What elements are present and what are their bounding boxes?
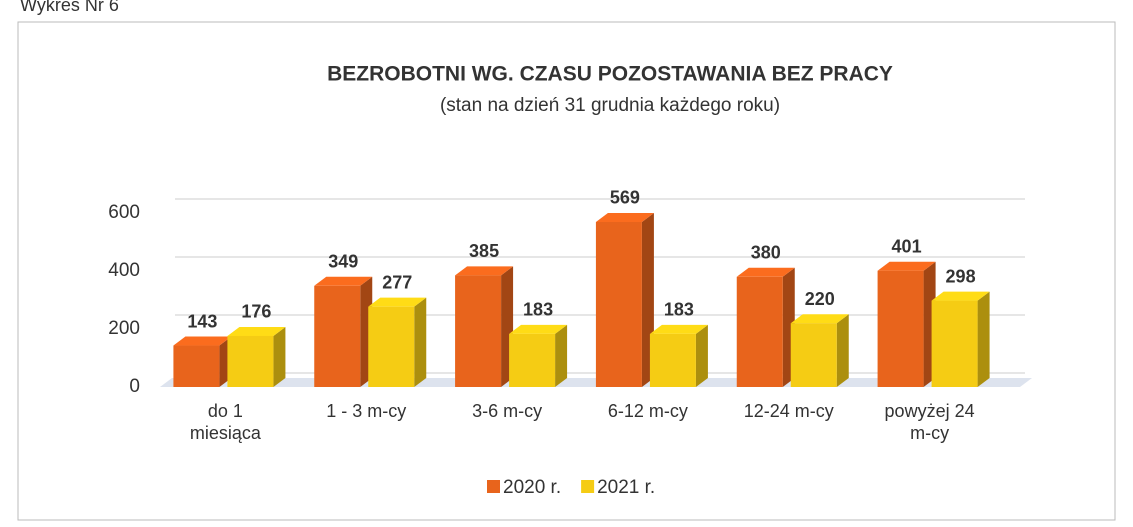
bar-side [977,291,990,387]
bar [173,336,232,387]
legend-swatch [581,480,595,493]
value-label: 380 [751,243,781,263]
bar-front [368,306,415,387]
x-tick-label: do 1 miesiąca [189,401,261,443]
legend-label: 2021 r. [597,477,655,498]
bar [877,261,936,387]
bar [736,267,795,387]
bar-side [414,297,427,387]
bar [314,276,373,387]
bar-top [790,314,849,324]
x-tick-label: 1 - 3 m-cy [326,401,407,421]
chart-title: BEZROBOTNI WG. CZASU POZOSTAWANIA BEZ PR… [327,63,893,86]
bar [368,297,427,387]
value-label: 569 [610,188,640,208]
chart-frame [17,21,1116,521]
bar-front [649,333,696,387]
bar-front [314,285,361,387]
x-tick-label: 6-12 m-cy [607,401,688,421]
bar-front [227,335,274,387]
bar [595,212,654,387]
value-label: 385 [469,241,499,261]
bar-top [509,324,568,334]
bar [931,291,990,387]
value-label: 298 [946,266,976,286]
bar-front [790,323,837,387]
bar [790,314,849,387]
bar-side [836,314,849,387]
bar-top [227,326,286,336]
x-tick-label: 12-24 m-cy [743,401,834,421]
bar-front [931,300,978,387]
bar-top [455,266,514,276]
bar [509,324,568,387]
chart-subtitle: (stan na dzień 31 grudnia każdego roku) [440,95,780,116]
y-tick-label: 0 [129,376,140,397]
bar-front [173,345,220,387]
bar-top [173,336,232,346]
bar-top [877,261,936,271]
value-label: 183 [664,300,694,320]
bar-front [595,221,642,387]
y-tick-label: 400 [108,260,140,281]
value-label: 143 [187,311,217,331]
caption: Wykres Nr 6 [20,0,119,15]
bar-front [736,276,783,387]
value-label: 176 [241,302,271,322]
y-tick-label: 200 [108,318,140,339]
value-label: 277 [382,272,412,292]
bar-side [555,324,568,387]
legend-label: 2020 r. [503,477,561,498]
bar-top [368,297,427,307]
bar [649,324,708,387]
bar-front [877,270,924,387]
value-label: 349 [328,252,358,272]
bar-side [695,324,708,387]
legend-swatch [487,480,500,493]
bar [455,266,514,387]
value-label: 220 [805,289,835,309]
bar-top [314,276,373,286]
value-label: 183 [523,300,553,320]
bar-top [649,324,708,334]
bar-top [931,291,990,301]
bar-side [273,326,286,387]
bar [227,326,286,387]
x-tick-label: powyżej 24 m-cy [884,401,975,443]
bar-front [455,275,502,387]
bar-top [595,212,654,222]
value-label: 401 [892,236,922,256]
x-tick-label: 3-6 m-cy [472,401,543,421]
bar-front [509,333,556,387]
y-tick-label: 600 [108,202,140,223]
bar-top [736,267,795,277]
